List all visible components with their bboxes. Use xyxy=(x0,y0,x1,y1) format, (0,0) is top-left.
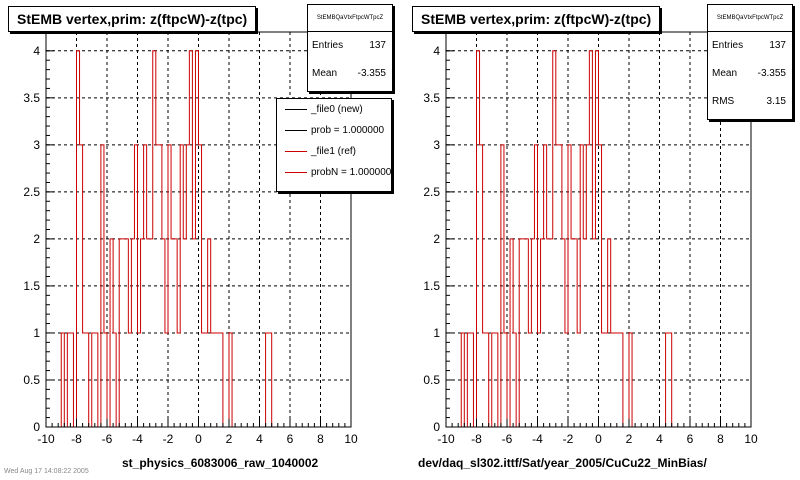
stats-mean-value: -3.355 xyxy=(757,68,786,79)
y-tick-label: 3.5 xyxy=(423,91,440,105)
histogram-title-left: StEMB vertex,prim: z(ftpcW)-z(tpc) xyxy=(8,6,257,32)
footer-timestamp: Wed Aug 17 14:08:22 2005 xyxy=(4,468,89,475)
histogram-bin xyxy=(611,333,614,427)
histogram-plot-left: -10 -8 -6 -4 -2 0 2 4 6 8 10 0 0.5 1 1.5 2 2.5 3 3.5 4 xyxy=(23,31,358,446)
x-tick-label: -4 xyxy=(532,432,543,446)
stats-entries-label: Entries xyxy=(712,40,744,51)
histogram-series-line xyxy=(46,50,278,428)
legend-label: prob = 1.000000 xyxy=(311,125,385,136)
stats-entries-row: Entries 137 xyxy=(308,32,392,60)
x-tick-label: 0 xyxy=(195,432,202,446)
stats-histogram-name: StEMBQaVtxFtpcWTpcZ xyxy=(708,5,792,32)
x-tick-label: -2 xyxy=(163,432,174,446)
histogram-panel-right: -10 -8 -6 -4 -2 0 2 4 6 8 10 0 0.5 1 1.5 2 2.5 3 3.5 4 StEM… xyxy=(400,0,800,480)
x-tick-label: 2 xyxy=(626,432,633,446)
stats-mean-value: -3.355 xyxy=(357,68,386,79)
x-tick-label: 8 xyxy=(317,432,324,446)
x-tick-label: -8 xyxy=(471,432,482,446)
y-tick-label: 2 xyxy=(33,232,40,246)
y-tick-label: 2.5 xyxy=(23,185,40,199)
stats-mean-row: Mean -3.355 xyxy=(308,60,392,88)
stats-mean-label: Mean xyxy=(312,68,338,79)
x-tick-label: -6 xyxy=(102,432,113,446)
stats-mean-row: Mean -3.355 xyxy=(708,60,792,88)
y-tick-label: 1 xyxy=(33,326,40,340)
stats-rms-label: RMS xyxy=(712,96,735,107)
histogram-bin xyxy=(217,333,220,427)
stats-box-right: StEMBQaVtxFtpcWTpcZ Entries 137 Mean -3.… xyxy=(707,4,793,120)
y-tick-label: 4 xyxy=(33,44,40,58)
y-tick-label: 0 xyxy=(433,420,440,434)
histogram-bin xyxy=(617,333,620,427)
histogram-title-right: StEMB vertex,prim: z(ftpcW)-z(tpc) xyxy=(412,6,661,32)
legend-box: _file0 (new) prob = 1.000000 _file1 (ref… xyxy=(276,98,392,192)
x-tick-label: -6 xyxy=(502,432,513,446)
stats-histogram-name: StEMBQaVtxFtpcWTpcZ xyxy=(308,5,392,32)
histogram-bin xyxy=(605,333,608,427)
legend-line-swatch xyxy=(285,172,307,173)
y-tick-label: 0 xyxy=(33,420,40,434)
y-tick-label: 1 xyxy=(433,326,440,340)
x-tick-label: 10 xyxy=(344,432,358,446)
y-tick-label: 2.5 xyxy=(423,185,440,199)
legend-entry-probn: probN = 1.000000 xyxy=(277,162,391,183)
histogram-panel-left: -10 -8 -6 -4 -2 0 2 4 6 8 10 0 0.5 1 1.5 2 2.5 3 3.5 4 StEM… xyxy=(8,4,393,470)
histogram-bin xyxy=(205,333,208,427)
stats-entries-row: Entries 137 xyxy=(708,32,792,60)
y-tick-label: 3.5 xyxy=(23,91,40,105)
y-tick-label: 0.5 xyxy=(23,373,40,387)
y-tick-label: 4 xyxy=(433,44,440,58)
x-axis-label-right: dev/daq_sl302.ittf/Sat/year_2005/CuCu22_… xyxy=(418,456,707,470)
stats-entries-value: 137 xyxy=(769,40,786,51)
stats-rms-value: 3.15 xyxy=(766,96,786,107)
legend-entry-file0: _file0 (new) xyxy=(277,99,391,120)
legend-line-swatch xyxy=(285,109,307,110)
x-tick-label: 0 xyxy=(595,432,602,446)
x-tick-label: 2 xyxy=(226,432,233,446)
legend-line-swatch xyxy=(285,151,307,152)
x-tick-label: 4 xyxy=(656,432,663,446)
y-tick-label: 3 xyxy=(433,138,440,152)
y-tick-label: 3 xyxy=(33,138,40,152)
x-tick-label: -2 xyxy=(563,432,574,446)
stats-entries-label: Entries xyxy=(312,40,344,51)
histogram-bin xyxy=(211,333,214,427)
legend-label: probN = 1.000000 xyxy=(311,167,392,178)
legend-label: _file0 (new) xyxy=(311,104,363,115)
stats-entries-value: 137 xyxy=(369,40,386,51)
x-tick-label: 4 xyxy=(256,432,263,446)
x-axis-label-left: st_physics_6083006_raw_1040002 xyxy=(122,456,319,470)
histogram-plot-right: -10 -8 -6 -4 -2 0 2 4 6 8 10 0 0.5 1 1.5 2 2.5 3 3.5 4 xyxy=(423,31,758,446)
legend-entry-prob: prob = 1.000000 xyxy=(277,120,391,141)
stats-rms-row: RMS 3.15 xyxy=(708,88,792,116)
y-tick-label: 2 xyxy=(433,232,440,246)
x-tick-label: -8 xyxy=(71,432,82,446)
legend-entry-file1: _file1 (ref) xyxy=(277,141,391,162)
x-tick-label: -10 xyxy=(437,432,455,446)
y-tick-label: 1.5 xyxy=(423,279,440,293)
legend-label: _file1 (ref) xyxy=(311,146,357,157)
histogram-series-line xyxy=(446,50,678,428)
x-tick-label: 6 xyxy=(287,432,294,446)
y-tick-label: 1.5 xyxy=(23,279,40,293)
x-tick-label: 6 xyxy=(687,432,694,446)
legend-line-swatch xyxy=(285,130,307,131)
x-tick-label: -10 xyxy=(37,432,55,446)
x-tick-label: -4 xyxy=(132,432,143,446)
x-tick-label: 8 xyxy=(717,432,724,446)
y-tick-label: 0.5 xyxy=(423,373,440,387)
stats-mean-label: Mean xyxy=(712,68,738,79)
x-tick-label: 10 xyxy=(744,432,758,446)
stats-box-left: StEMBQaVtxFtpcWTpcZ Entries 137 Mean -3.… xyxy=(307,4,393,92)
